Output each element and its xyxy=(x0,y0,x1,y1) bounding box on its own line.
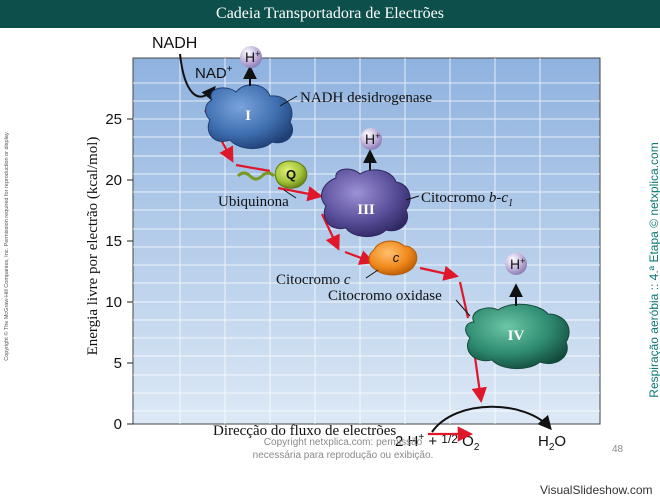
h-ion-sphere-2 xyxy=(360,128,382,150)
nad-charge: + xyxy=(227,64,233,75)
h-ion-2-text: H xyxy=(365,131,375,147)
complex-i-shape xyxy=(205,84,294,149)
complex-iii-label-sub: 1 xyxy=(508,198,513,209)
complex-iv-leader xyxy=(455,299,471,317)
complex-iii-leader xyxy=(405,195,420,201)
y-axis-label: Energia livre por electrão (kcal/mol) xyxy=(85,137,101,356)
complex-iii-number: III xyxy=(357,202,375,218)
cytochrome-c-letter: c xyxy=(393,250,400,265)
bottom-copyright-note: Copyright netxplica.com: permissão neces… xyxy=(238,436,448,462)
complex-iv-label: Citocromo oxidase xyxy=(328,288,442,304)
y-tick-10: 10 xyxy=(105,294,122,311)
reaction-h-charge: + xyxy=(418,432,424,443)
complex-i-leader xyxy=(279,95,298,107)
complex-iv-shape xyxy=(465,303,570,369)
complex-iii-label-prefix: Citocromo xyxy=(421,190,489,206)
h-ion-label-1: H+ xyxy=(245,49,260,65)
y-axis xyxy=(127,118,133,425)
nad-label: NAD+ xyxy=(195,64,233,82)
h-ion-3-text: H xyxy=(510,256,520,272)
h-ion-2-charge: + xyxy=(375,131,380,141)
h-ion-label-3: H+ xyxy=(510,256,525,272)
brand-watermark: VisualSlideshow.com xyxy=(540,483,653,497)
nad-text: NAD xyxy=(195,65,227,82)
ubiquinone-tail xyxy=(236,171,276,181)
slide-title: Cadeia Transportadora de Electrões xyxy=(0,0,660,28)
source-vertical: Respiração aeróbia :: 4.ª Etapa © netxpl… xyxy=(647,142,660,398)
complex-i-number: I xyxy=(245,108,251,124)
ubiquinone-shape xyxy=(274,160,308,189)
copyright-vertical: Copyright © The McGraw-Hill Companies, I… xyxy=(4,131,10,361)
y-tick-0: 0 xyxy=(114,416,122,433)
ubiquinone-leader xyxy=(283,189,297,199)
bottom-note-line-2: necessária para reprodução ou exibição. xyxy=(252,450,434,461)
bottom-note-line-1: Copyright netxplica.com: permissão xyxy=(263,437,423,448)
reaction-plus: + xyxy=(424,433,441,450)
reaction-h-text: 2 H xyxy=(395,433,418,450)
h-ion-sphere-1 xyxy=(240,46,262,68)
cytochrome-c-shape xyxy=(368,240,418,276)
complex-iv-number: IV xyxy=(508,328,525,344)
page-number: 48 xyxy=(612,444,624,455)
x-axis-label: Direcção do fluxo de electrões xyxy=(213,423,396,439)
h-ion-1-text: H xyxy=(245,49,255,65)
y-tick-20: 20 xyxy=(105,172,122,189)
cytochrome-c-label-italic: c xyxy=(344,272,351,288)
cytochrome-c-leader xyxy=(365,269,379,279)
y-tick-5: 5 xyxy=(114,355,122,372)
complex-iii-shape xyxy=(321,168,411,237)
oxygen-reaction-arrow xyxy=(431,405,552,433)
complex-i-label: NADH desidrogenase xyxy=(300,90,432,106)
product-sub: 2 xyxy=(549,442,555,453)
h-ion-3-charge: + xyxy=(520,256,525,266)
cytochrome-c-label: Citocromo c xyxy=(276,272,351,288)
reaction-o2-sub: 2 xyxy=(474,442,480,453)
reaction-product: H2O xyxy=(538,433,566,453)
ubiquinone-label: Ubiquinona xyxy=(218,194,289,210)
product-o: O xyxy=(554,433,566,450)
y-tick-25: 25 xyxy=(105,111,122,128)
nadh-arrow xyxy=(179,53,216,102)
h-ion-label-2: H+ xyxy=(365,131,380,147)
reaction-half: 1/2 xyxy=(441,432,458,446)
cytochrome-c-label-prefix: Citocromo xyxy=(276,272,344,288)
product-h: H xyxy=(538,433,549,450)
ubiquinone-letter: Q xyxy=(286,167,296,182)
plot-background xyxy=(132,57,601,425)
complex-iii-label: Citocromo b-c1 xyxy=(421,190,513,209)
reaction-o2: O xyxy=(458,433,474,450)
y-tick-15: 15 xyxy=(105,233,122,250)
h-ion-sphere-3 xyxy=(505,253,527,275)
complex-iii-label-italic: b-c xyxy=(489,190,508,206)
h-ion-1-charge: + xyxy=(255,49,260,59)
nadh-label: NADH xyxy=(152,35,197,52)
